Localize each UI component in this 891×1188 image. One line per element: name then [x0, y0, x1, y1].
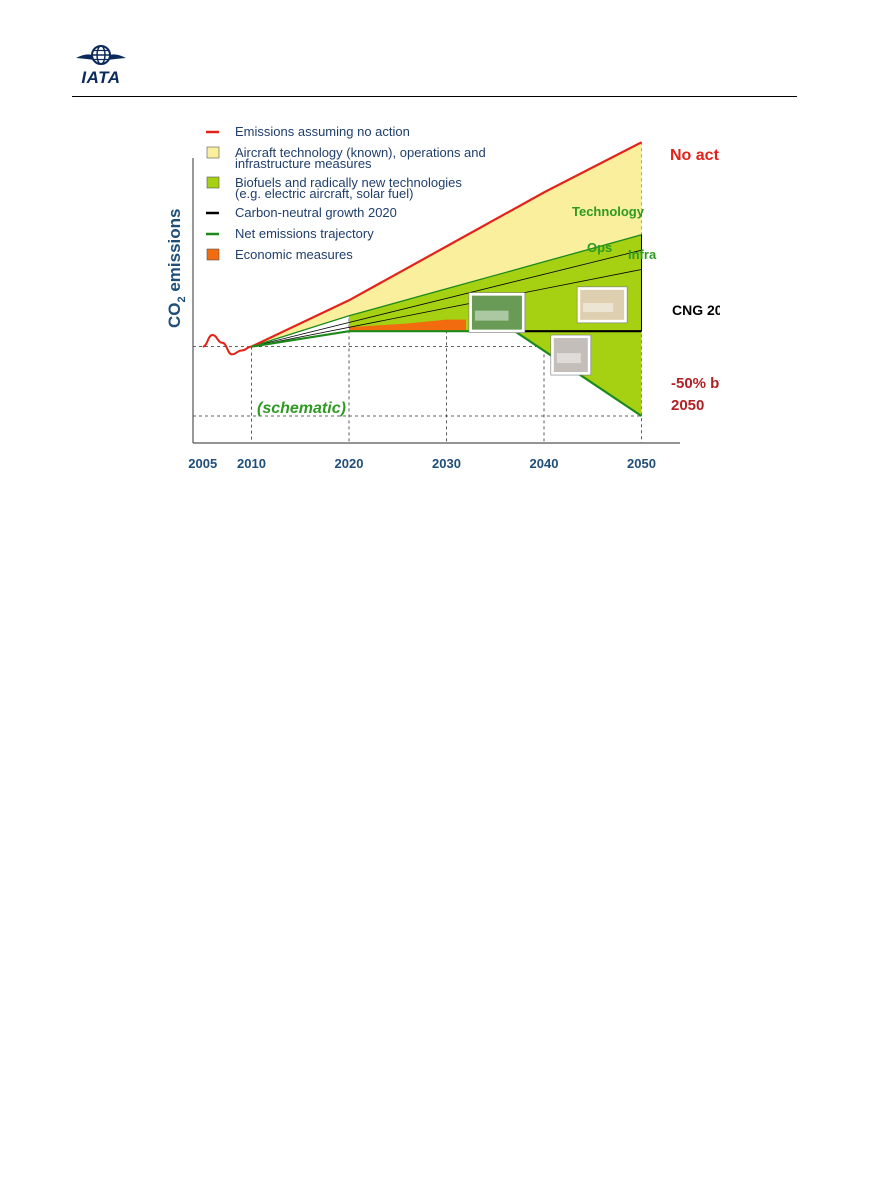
legend-label: Economic measures	[235, 247, 353, 262]
minus50-label-line1: -50% by	[671, 375, 720, 392]
x-tick-label: 2005	[188, 456, 217, 471]
no-action-line	[251, 141, 643, 348]
infra-line	[251, 269, 642, 347]
x-tick-label: 2020	[335, 456, 364, 471]
page-header: IATA	[0, 0, 891, 100]
chart-axes: 2005 2010 2020 2030 2040 2050 CO2 emissions	[165, 158, 680, 471]
legend-box-swatch	[206, 176, 220, 189]
technology-label: Technology	[572, 204, 645, 219]
legend-label: Aircraft technology (known), operations …	[235, 145, 486, 160]
lab-equipment-photo	[550, 334, 592, 376]
cng-2020-label: CNG 2020	[672, 302, 720, 318]
legend-item-2: Biofuels and radically new technologies(…	[206, 175, 462, 201]
chart-legend: Emissions assuming no action Aircraft tec…	[206, 124, 486, 262]
schematic-label: (schematic)	[257, 400, 346, 417]
technology-line	[251, 234, 642, 348]
legend-label: Emissions assuming no action	[235, 124, 410, 139]
fuel-truck-photo-detail	[474, 310, 509, 321]
logo-text: IATA	[81, 68, 121, 87]
aircraft-design-photo-detail	[583, 303, 614, 313]
header-rule	[72, 96, 797, 97]
iata-logo: IATA	[74, 44, 128, 90]
aircraft-design-photo	[576, 286, 628, 324]
lab-equipment-photo-detail	[556, 353, 581, 364]
legend-label: infrastructure measures	[235, 156, 372, 171]
chart-photos	[468, 286, 628, 376]
no-action-label: No action	[670, 147, 720, 164]
legend-label: (e.g. electric aircraft, solar fuel)	[235, 186, 413, 201]
minus50-label-line2: 2050	[671, 397, 704, 414]
legend-item-3: Carbon-neutral growth 2020	[206, 205, 397, 220]
globe-icon	[76, 45, 126, 65]
infra-label: Infra	[628, 247, 657, 262]
legend-item-0: Emissions assuming no action	[206, 124, 410, 139]
legend-box-swatch	[206, 146, 220, 159]
y-axis-label: CO2 emissions	[165, 209, 188, 329]
legend-box-swatch	[206, 248, 220, 261]
economic-measures-area	[349, 319, 466, 332]
ops-line	[251, 249, 642, 347]
aircraft-design-photo-image	[580, 289, 625, 320]
legend-item-1: Aircraft technology (known), operations …	[206, 145, 486, 171]
x-tick-label: 2040	[530, 456, 559, 471]
legend-item-5: Economic measures	[206, 247, 353, 262]
fuel-truck-photo-image	[471, 295, 522, 330]
fuel-truck-photo	[468, 292, 526, 333]
legend-label: Carbon-neutral growth 2020	[235, 205, 397, 220]
emissions-chart: 2005 2010 2020 2030 2040 2050 CO2 emissions Em…	[165, 124, 720, 471]
legend-label: Biofuels and radically new technologies	[235, 175, 462, 190]
x-tick-label: 2010	[237, 456, 266, 471]
x-tick-label: 2030	[432, 456, 461, 471]
chart-annotations: No action Technology Ops Infra CNG 2020 -50% …	[257, 147, 720, 417]
ops-label: Ops	[587, 240, 612, 255]
x-tick-label: 2050	[627, 456, 656, 471]
legend-item-4: Net emissions trajectory	[206, 226, 374, 241]
lab-equipment-photo-image	[553, 338, 588, 373]
legend-label: Net emissions trajectory	[235, 226, 374, 241]
history-line	[202, 334, 252, 356]
